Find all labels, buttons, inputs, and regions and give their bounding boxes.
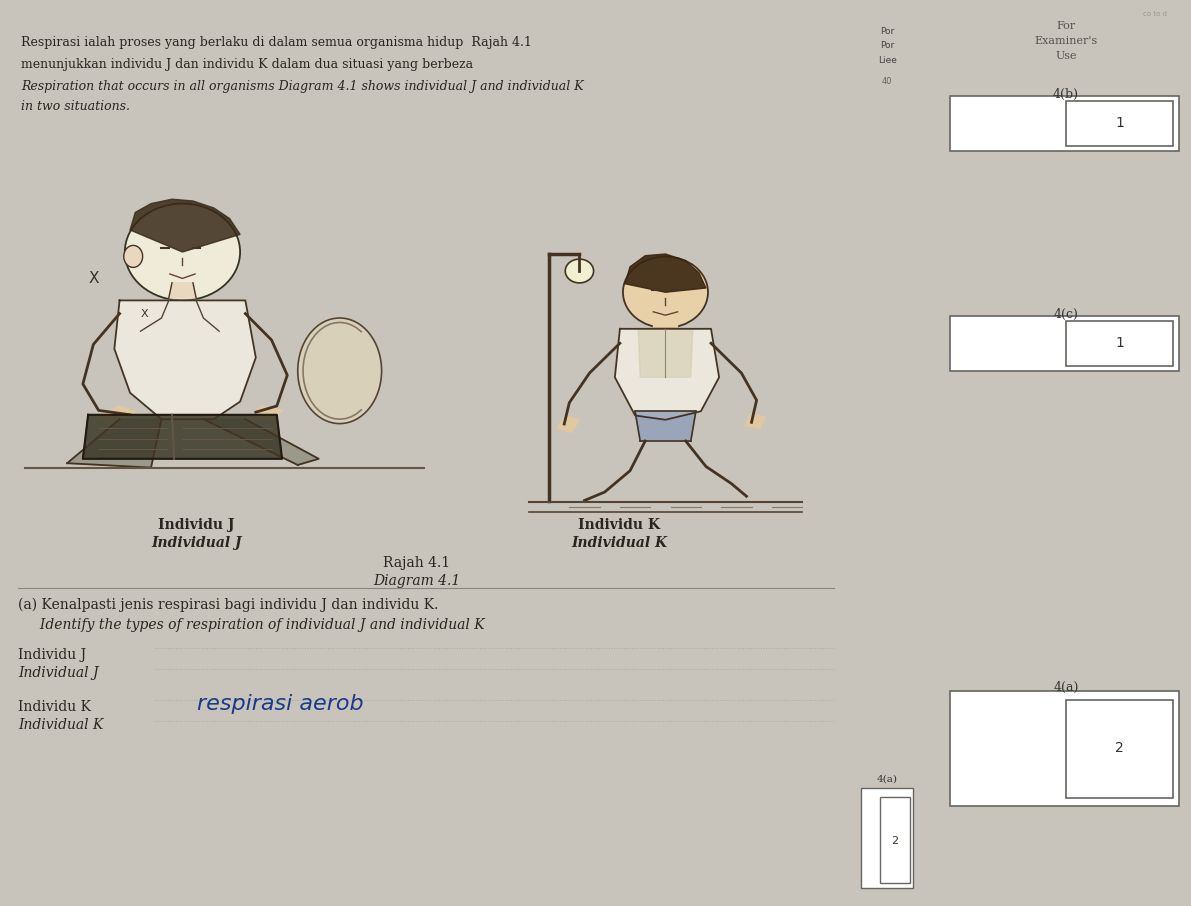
Bar [861,788,913,888]
Polygon shape [250,406,282,421]
Text: 2: 2 [892,835,898,846]
Bar [950,316,1179,371]
Text: 4(a): 4(a) [877,775,898,784]
Text: in two situations.: in two situations. [21,100,131,113]
Circle shape [566,259,593,283]
Polygon shape [204,419,319,465]
Text: 4(c): 4(c) [1054,308,1078,321]
Text: Individu K: Individu K [18,700,91,714]
Text: 1: 1 [1115,116,1124,130]
Polygon shape [744,414,766,429]
Text: 2: 2 [1115,741,1124,755]
Polygon shape [114,301,256,419]
Text: respirasi aerob: respirasi aerob [197,694,363,714]
Text: Examiner's: Examiner's [1034,36,1098,46]
Polygon shape [625,254,706,293]
Text: Rajah 4.1: Rajah 4.1 [384,556,450,570]
Polygon shape [638,329,693,377]
Text: Por: Por [880,41,894,50]
Bar [880,797,910,883]
Polygon shape [654,313,678,327]
Text: Liee: Liee [878,56,897,65]
Bar [1066,700,1173,798]
Text: Individual J: Individual J [18,666,99,680]
Text: Individu J: Individu J [158,518,235,532]
Bar [1066,321,1173,366]
Ellipse shape [124,246,143,267]
Text: X: X [88,271,99,286]
Text: menunjukkan individu J dan individu K dalam dua situasi yang berbeza: menunjukkan individu J dan individu K da… [21,58,474,71]
Polygon shape [67,419,162,467]
Polygon shape [635,411,696,441]
Text: Individual J: Individual J [151,536,242,550]
Text: Use: Use [1055,51,1077,61]
Text: Respiration that occurs in all organisms Diagram 4.1 shows individual J and indi: Respiration that occurs in all organisms… [21,80,584,93]
Polygon shape [615,329,719,419]
Polygon shape [169,283,197,298]
Text: 40: 40 [883,77,892,86]
Text: Por: Por [880,27,894,36]
Text: Individual K: Individual K [18,718,104,732]
Text: Diagram 4.1: Diagram 4.1 [373,574,461,588]
Polygon shape [93,406,136,424]
Text: For: For [1056,21,1075,31]
Text: 1: 1 [1115,336,1124,350]
Text: Identify the types of respiration of individual J and individual K: Identify the types of respiration of ind… [18,618,485,632]
Text: co to d: co to d [1143,11,1167,17]
Polygon shape [130,199,241,252]
Ellipse shape [298,318,381,424]
Text: 4(b): 4(b) [1053,88,1079,101]
Bar [950,691,1179,806]
Circle shape [623,256,707,328]
Text: Individu K: Individu K [579,518,660,532]
Circle shape [125,204,241,301]
Text: X: X [141,309,148,319]
Text: Individual K: Individual K [572,536,667,550]
Bar [1066,101,1173,146]
Polygon shape [83,415,282,458]
Text: Respirasi ialah proses yang berlaku di dalam semua organisma hidup  Rajah 4.1: Respirasi ialah proses yang berlaku di d… [21,36,532,49]
Bar [950,96,1179,151]
Text: 4(a): 4(a) [1053,681,1079,694]
Text: (a) Kenalpasti jenis respirasi bagi individu J dan individu K.: (a) Kenalpasti jenis respirasi bagi indi… [18,598,438,612]
Polygon shape [557,416,580,432]
Text: Individu J: Individu J [18,648,86,662]
